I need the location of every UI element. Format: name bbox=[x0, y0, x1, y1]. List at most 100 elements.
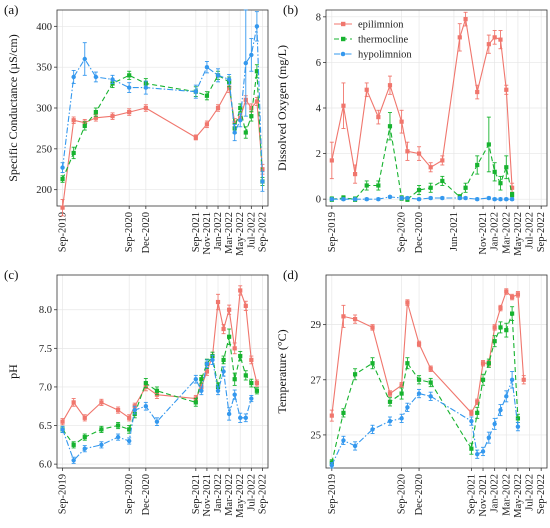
x-tick-label: Sep-2019 bbox=[58, 474, 69, 514]
data-point-epilimnion bbox=[71, 400, 76, 405]
data-point-hypolimnion bbox=[376, 196, 381, 202]
data-point-thermocline bbox=[352, 372, 358, 377]
data-point-epilimnion bbox=[232, 120, 237, 125]
data-point-thermocline bbox=[143, 380, 148, 386]
data-point-hypolimnion bbox=[498, 196, 503, 202]
data-point-hypolimnion bbox=[243, 415, 248, 421]
data-point-epilimnion bbox=[99, 400, 104, 405]
data-point-hypolimnion bbox=[492, 196, 497, 202]
y-tick-label: 200 bbox=[36, 185, 52, 196]
data-point-thermocline bbox=[238, 105, 243, 111]
data-point-hypolimnion bbox=[509, 196, 515, 202]
data-point-thermocline bbox=[193, 400, 198, 405]
data-point-epilimnion bbox=[60, 419, 65, 424]
data-point-epilimnion bbox=[221, 326, 226, 332]
data-point-epilimnion bbox=[143, 105, 148, 111]
data-point-thermocline bbox=[232, 377, 237, 382]
x-tick-label: Sep-2022 bbox=[536, 474, 547, 514]
data-point-thermocline bbox=[93, 109, 98, 115]
data-point-hypolimnion bbox=[486, 435, 492, 440]
data-point-hypolimnion bbox=[504, 196, 509, 202]
legend-marker-epilimnion bbox=[341, 21, 346, 27]
x-tick-label: Sep-2019 bbox=[327, 212, 338, 252]
data-point-epilimnion bbox=[463, 17, 468, 22]
data-point-hypolimnion bbox=[110, 77, 115, 82]
data-point-hypolimnion bbox=[60, 427, 65, 432]
data-point-epilimnion bbox=[475, 399, 480, 404]
data-point-epilimnion bbox=[193, 135, 198, 140]
x-tick-label: Sep-2022 bbox=[536, 212, 547, 252]
x-tick-label: Sep-2020 bbox=[397, 474, 408, 514]
data-point-hypolimnion bbox=[204, 361, 210, 366]
data-point-thermocline bbox=[428, 185, 433, 190]
series-line-hypolimnion bbox=[62, 358, 252, 462]
plot-frame bbox=[325, 274, 548, 469]
data-point-thermocline bbox=[364, 183, 369, 188]
data-point-epilimnion bbox=[352, 171, 358, 177]
data-point-thermocline bbox=[469, 446, 474, 451]
data-point-epilimnion bbox=[376, 115, 381, 120]
data-point-hypolimnion bbox=[82, 56, 87, 62]
x-tick-label: Mar-2022 bbox=[224, 474, 235, 516]
data-point-hypolimnion bbox=[238, 415, 243, 421]
data-point-hypolimnion bbox=[504, 394, 509, 399]
data-point-hypolimnion bbox=[416, 196, 422, 202]
data-point-hypolimnion bbox=[126, 85, 132, 90]
data-point-thermocline bbox=[515, 416, 521, 421]
data-point-epilimnion bbox=[399, 119, 404, 124]
data-point-epilimnion bbox=[515, 292, 521, 297]
series-line-hypolimnion bbox=[331, 379, 519, 466]
data-point-hypolimnion bbox=[329, 463, 335, 468]
data-point-epilimnion bbox=[254, 99, 259, 104]
data-point-thermocline bbox=[498, 181, 503, 186]
x-tick-label: Jan-2022 bbox=[490, 474, 501, 513]
data-point-thermocline bbox=[71, 150, 76, 156]
y-tick-label: 4 bbox=[316, 104, 322, 115]
data-point-epilimnion bbox=[238, 288, 243, 293]
data-point-epilimnion bbox=[510, 294, 515, 300]
data-point-hypolimnion bbox=[232, 392, 237, 397]
plot-frame bbox=[325, 9, 548, 207]
data-point-hypolimnion bbox=[210, 357, 215, 363]
data-point-hypolimnion bbox=[352, 443, 358, 449]
data-point-hypolimnion bbox=[399, 416, 404, 421]
series-line-thermocline bbox=[62, 71, 263, 182]
data-point-hypolimnion bbox=[352, 196, 358, 202]
data-point-thermocline bbox=[227, 334, 232, 339]
data-point-hypolimnion bbox=[93, 74, 99, 80]
data-point-epilimnion bbox=[329, 158, 334, 163]
y-tick-label: 300 bbox=[36, 104, 52, 115]
legend-label-thermocline: thermocline bbox=[358, 35, 408, 46]
data-point-hypolimnion bbox=[475, 452, 480, 457]
data-point-epilimnion bbox=[60, 205, 65, 210]
data-point-epilimnion bbox=[416, 151, 422, 156]
y-tick-label: 0 bbox=[316, 195, 321, 206]
panel-label: (c) bbox=[4, 267, 18, 282]
y-tick-label: 27 bbox=[311, 375, 322, 386]
data-point-epilimnion bbox=[457, 35, 462, 40]
data-point-hypolimnion bbox=[341, 196, 346, 202]
data-point-thermocline bbox=[370, 361, 375, 366]
data-point-hypolimnion bbox=[399, 195, 404, 201]
data-point-epilimnion bbox=[469, 410, 474, 415]
data-point-epilimnion bbox=[504, 289, 509, 294]
data-point-hypolimnion bbox=[71, 458, 76, 463]
data-point-hypolimnion bbox=[249, 52, 254, 58]
data-point-epilimnion bbox=[387, 391, 393, 396]
data-point-hypolimnion bbox=[226, 411, 232, 417]
data-point-hypolimnion bbox=[226, 77, 232, 82]
data-point-hypolimnion bbox=[486, 195, 492, 201]
data-point-thermocline bbox=[243, 130, 248, 135]
data-point-hypolimnion bbox=[132, 407, 137, 413]
data-point-hypolimnion bbox=[71, 74, 76, 80]
data-point-thermocline bbox=[399, 391, 404, 396]
y-tick-label: 250 bbox=[36, 144, 52, 155]
data-point-hypolimnion bbox=[416, 391, 422, 396]
x-tick-label: Sep-2021 bbox=[191, 474, 202, 514]
series-line-thermocline bbox=[62, 336, 258, 446]
y-tick-label: 2 bbox=[316, 149, 321, 160]
panel-a-specific-conductance: 200 250 300 350 400 Sep-2019 Sep-2020 Dec-2020 S… bbox=[4, 2, 268, 256]
data-point-thermocline bbox=[249, 380, 254, 386]
data-point-thermocline bbox=[127, 427, 132, 432]
